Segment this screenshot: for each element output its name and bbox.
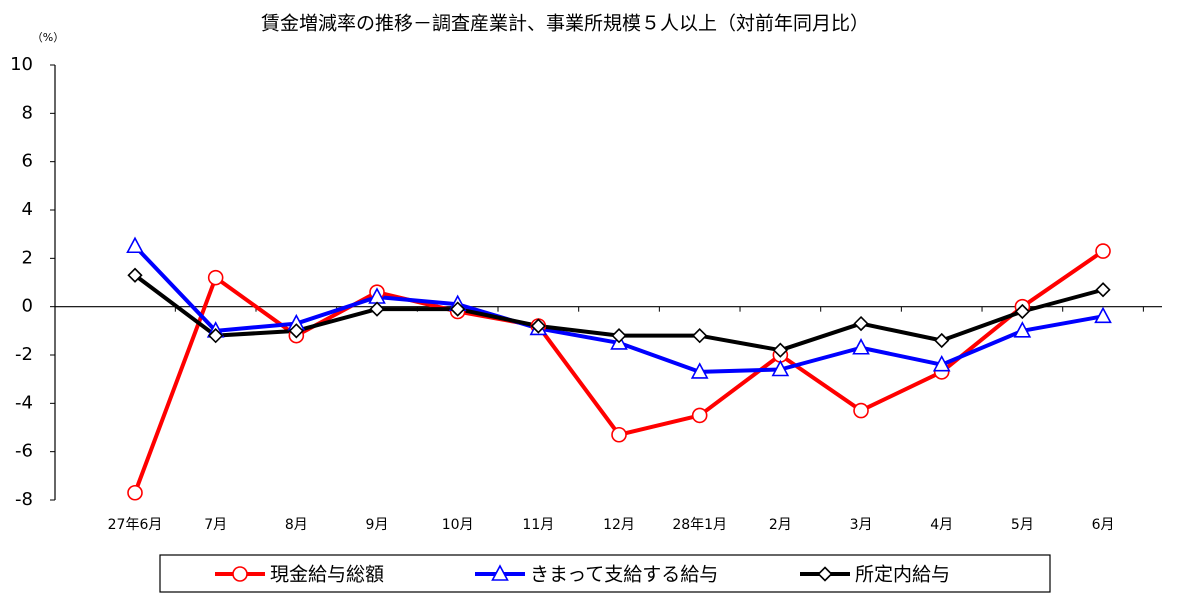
x-tick-label: 9月	[366, 517, 389, 533]
point	[127, 484, 143, 501]
x-tick-label: 2月	[769, 517, 792, 533]
x-tick-label: 6月	[1092, 517, 1115, 533]
point	[1013, 321, 1032, 338]
y-tick-label: 6	[22, 151, 33, 172]
point	[817, 566, 833, 582]
y-tick-label: 0	[22, 296, 33, 317]
point	[692, 328, 708, 344]
point	[530, 318, 546, 334]
x-tick-label: 5月	[1011, 517, 1034, 533]
y-tick-label: -2	[15, 344, 33, 365]
point	[207, 269, 224, 286]
point	[232, 566, 248, 582]
point	[852, 338, 870, 355]
legend-label: 現金給与総額	[270, 564, 384, 586]
point	[690, 362, 709, 379]
point	[491, 564, 509, 581]
series-line	[133, 244, 1104, 374]
x-tick-label: 7月	[204, 517, 227, 533]
y-tick-label: 4	[22, 199, 33, 220]
point	[1095, 282, 1111, 298]
x-tick-label: 8月	[285, 517, 308, 533]
point	[853, 402, 869, 419]
point	[1095, 243, 1111, 259]
y-tick-label: -8	[15, 489, 33, 510]
x-tick-label: 12月	[603, 517, 635, 533]
x-tick-label: 4月	[930, 517, 953, 533]
x-tick-label: 3月	[850, 517, 873, 533]
y-tick-label: 8	[22, 102, 33, 123]
x-tick-label: 11月	[522, 517, 554, 533]
y-unit: （%）	[32, 31, 64, 44]
point	[771, 359, 790, 377]
point	[611, 328, 627, 344]
point	[934, 332, 950, 349]
point	[691, 407, 708, 424]
x-tick-label: 27年6月	[108, 517, 163, 533]
y-tick-label: -4	[15, 392, 33, 413]
series-line	[133, 249, 1105, 494]
legend-label: 所定内給与	[855, 564, 950, 586]
point	[208, 328, 224, 344]
point	[369, 301, 385, 317]
point	[1014, 303, 1031, 320]
y-tick-label: 10	[10, 54, 33, 75]
legend-box	[159, 554, 1051, 593]
point	[932, 354, 951, 372]
legend-label: きまって支給する給与	[530, 564, 718, 586]
y-tick-label: -6	[15, 441, 33, 462]
point	[772, 342, 788, 358]
point	[853, 315, 869, 332]
chart-title: 賃金増減率の推移－調査産業計、事業所規模５人以上（対前年同月比）	[261, 13, 869, 35]
point	[126, 236, 144, 254]
y-tick-label: 2	[22, 247, 33, 268]
point	[450, 301, 466, 317]
x-tick-label: 10月	[442, 517, 474, 533]
point	[127, 267, 143, 283]
point	[1094, 306, 1112, 324]
point	[611, 426, 627, 443]
point	[288, 323, 304, 339]
x-tick-label: 28年1月	[672, 517, 727, 533]
